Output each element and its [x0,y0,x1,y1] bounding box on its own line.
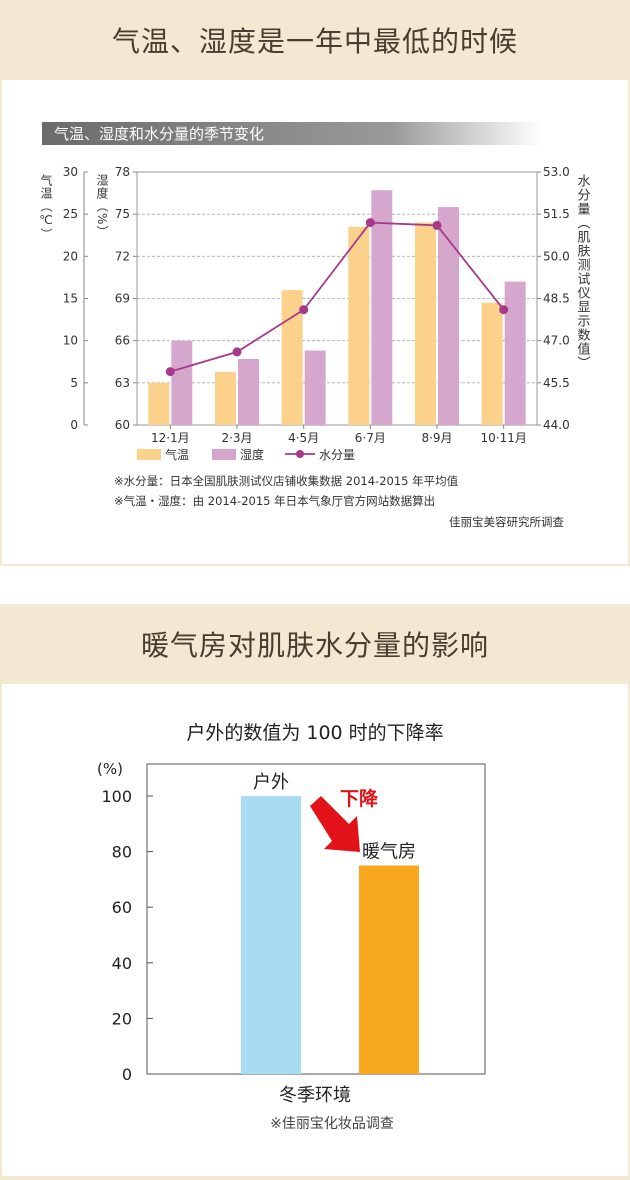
humidity-tick-label: 60 [115,418,130,432]
x-tick-label: 10·11月 [480,431,526,445]
section-2: 暖气房对肌肤水分量的影响 户外的数值为 100 时的下降率 (%) 0 20 40 60 8… [0,604,630,1178]
temp-bar [281,290,303,425]
legend-moisture-marker [296,450,304,458]
chart-banner-bg [42,122,542,145]
y-tick-label: 20 [112,1009,132,1028]
section-gap [0,566,630,604]
chart-source: 佳丽宝美容研究所调查 [449,515,564,529]
temp-bar [215,371,236,425]
humidity-bar [304,350,326,425]
temp-tick-label: 25 [63,207,78,221]
temp-tick-label: 20 [63,249,78,263]
outdoor-bar [241,796,301,1074]
humidity-tick-label: 66 [115,334,130,348]
temp-tick-label: 10 [63,334,78,348]
temp-tick-label: 5 [70,376,78,390]
outdoor-label: 户外 [253,772,289,793]
moisture-axis-title: 水分量（肌肤测试仪显示数值） [575,174,591,370]
moisture-tick-label: 53.0 [543,165,570,179]
y-tick-label: 100 [101,787,132,806]
temp-tick-label: 0 [70,418,78,432]
plot-frame [146,763,486,1075]
temp-tick-label: 30 [63,165,78,179]
section-2-body: 户外的数值为 100 时的下降率 (%) 0 20 40 60 80 100 户外暖气房 下降冬季… [2,684,628,1176]
moisture-tick-label: 45.5 [543,376,570,390]
section-2-header: 暖气房对肌肤水分量的影响 [140,629,489,662]
humidity-bar [371,190,393,425]
x-tick-label: 12·1月 [151,431,190,445]
moisture-point [499,305,509,315]
moisture-tick-label: 48.5 [543,292,570,306]
section-1-header: 气温、湿度是一年中最低的时候 [111,25,518,58]
x-tick-label: 8·9月 [421,431,452,445]
humidity-bar [438,207,459,425]
seasonal-chart: 气温、湿度和水分量的季节变化 12·1月 2·3月 4·5月 6·7月 8·9月 10·1… [39,122,591,529]
humidity-bar [238,358,259,425]
decrease-label: 下降 [340,787,379,810]
humidity-tick-label: 63 [115,376,130,390]
temp-axis-title: 气温（℃） [39,173,53,241]
moisture-tick-label: 47.0 [543,334,570,348]
y-axis-unit: (%) [97,760,123,778]
moisture-point [165,367,175,377]
moisture-point [365,218,375,228]
section-1-body: 气温、湿度和水分量的季节变化 12·1月 2·3月 4·5月 6·7月 8·9月 10·1… [2,80,628,564]
temp-bar [415,222,436,425]
y-tick-label: 80 [112,843,132,862]
legend-humidity-swatch [212,449,236,460]
note-temp-humidity: ※气温・湿度：由 2014-2015 年日本气象厅官方网站数据算出 [114,494,435,508]
humidity-bar [171,340,193,425]
temp-bar [348,226,370,425]
legend-temp-swatch [137,449,161,460]
moisture-point [232,347,242,357]
moisture-tick-label: 44.0 [543,418,570,432]
temp-tick-label: 15 [63,292,78,306]
x-axis-label: 冬季环境 [279,1085,351,1106]
x-tick-label: 6·7月 [355,431,386,445]
moisture-point [299,305,309,315]
chart-title: 户外的数值为 100 时的下降率 [186,722,443,744]
humidity-tick-label: 69 [115,292,130,306]
legend-moisture-label: 水分量 [319,448,355,462]
moisture-tick-label: 51.5 [543,207,570,221]
humidity-tick-label: 75 [115,207,130,221]
moisture-tick-label: 50.0 [543,249,570,263]
humidity-tick-label: 78 [115,165,130,179]
legend-temp-label: 气温 [165,447,189,462]
moisture-line [170,221,505,373]
chart-source: ※佳丽宝化妆品调查 [270,1116,394,1132]
heated-room-bar [359,865,419,1074]
legend-humidity-label: 湿度 [240,447,264,462]
moisture-point [432,220,442,230]
decrease-arrow-icon [310,796,360,852]
humidity-tick-label: 72 [115,249,130,263]
humidity-axis-title: 湿度（%） [95,173,109,239]
y-tick-label: 40 [112,954,132,973]
heated-room-label: 暖气房 [362,842,416,863]
section-1: 气温、湿度是一年中最低的时候 气温、湿度和水分量的季节变化 12·1月 2·3月 4… [0,0,630,566]
x-tick-label: 2·3月 [221,431,252,445]
y-tick-label: 60 [112,898,132,917]
y-tick-label: 0 [122,1065,132,1084]
x-tick-label: 4·5月 [288,431,319,445]
temp-bar [148,382,170,425]
humidity-bar [504,281,526,425]
chart-banner: 气温、湿度和水分量的季节变化 [54,125,264,143]
temp-bar [481,302,503,425]
note-moisture: ※水分量：日本全国肌肤测试仪店铺收集数据 2014-2015 年平均值 [114,474,459,488]
